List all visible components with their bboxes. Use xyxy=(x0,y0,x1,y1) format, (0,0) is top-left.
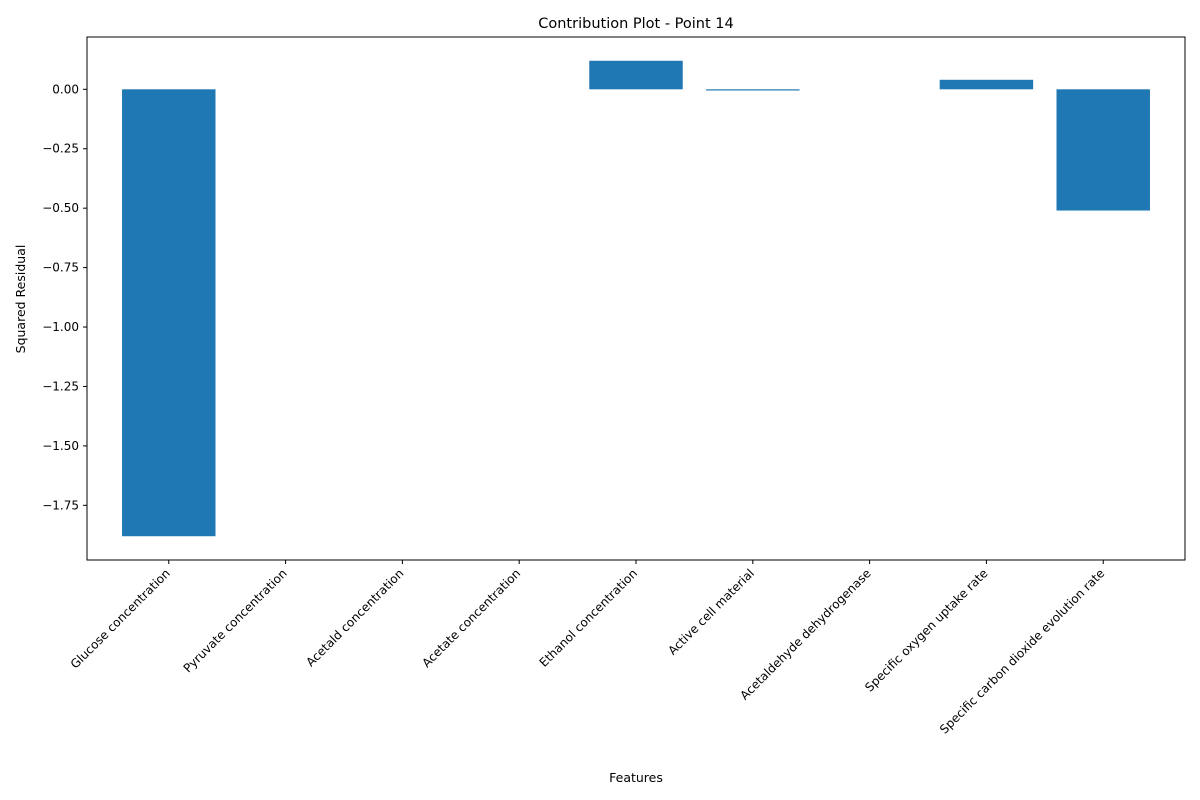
y-tick-label: 0.00 xyxy=(52,82,79,96)
bar-5 xyxy=(589,60,683,90)
y-axis-label: Squared Residual xyxy=(13,245,28,354)
y-tick-label: −0.50 xyxy=(42,201,79,215)
y-tick-label: −0.75 xyxy=(42,261,79,275)
bar-6 xyxy=(706,89,800,91)
bar-1 xyxy=(122,89,216,537)
y-tick-label: −1.25 xyxy=(42,379,79,393)
y-tick-label: −1.75 xyxy=(42,498,79,512)
y-tick-label: −1.00 xyxy=(42,320,79,334)
y-axis-ticks: 0.00 −0.25 −0.50 −0.75 −1.00 −1.25 −1.50 −1.75 xyxy=(42,82,87,512)
y-tick-label: −0.25 xyxy=(42,142,79,156)
bar-9 xyxy=(1056,89,1150,211)
plot-frame xyxy=(86,36,1186,561)
bar-8 xyxy=(939,79,1034,90)
x-axis-label: Features xyxy=(609,770,663,785)
chart-title: Contribution Plot - Point 14 xyxy=(538,16,733,32)
bar-group xyxy=(122,60,1150,537)
y-tick-label: −1.50 xyxy=(42,439,79,453)
